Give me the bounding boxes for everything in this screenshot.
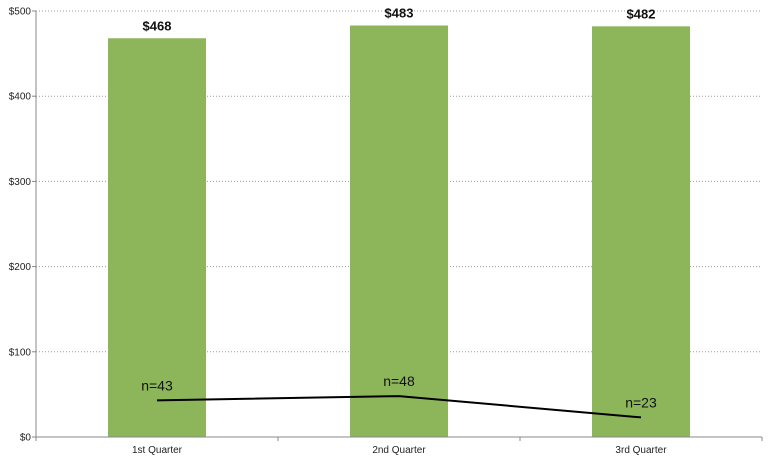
y-tick-label: $500 <box>9 7 32 18</box>
bar-value-label: $468 <box>143 18 172 33</box>
bar <box>350 25 448 437</box>
y-tick-label: $100 <box>9 347 32 358</box>
bar <box>108 38 206 437</box>
y-tick-label: $300 <box>9 177 32 188</box>
axes: $0 $100 $200 $300 $400 $500 1st Quarter 2nd Qua… <box>9 7 763 456</box>
y-tick-label: $0 <box>20 433 32 444</box>
bars <box>108 25 690 438</box>
bar <box>592 26 690 438</box>
x-tick-label: 2nd Quarter <box>372 445 426 456</box>
y-tick-label: $400 <box>9 92 32 103</box>
labels: $468 $483 $482 n=43 n=48 n=23 <box>141 5 657 410</box>
count-label: n=48 <box>383 373 415 389</box>
y-tick-label: $200 <box>9 262 32 273</box>
bar-value-label: $483 <box>385 5 414 20</box>
count-label: n=23 <box>625 394 657 410</box>
bar-value-label: $482 <box>627 6 656 21</box>
x-tick-label: 3rd Quarter <box>615 445 667 456</box>
x-tick-label: 1st Quarter <box>132 445 183 456</box>
count-label: n=43 <box>141 377 173 393</box>
count-line <box>156 395 642 419</box>
